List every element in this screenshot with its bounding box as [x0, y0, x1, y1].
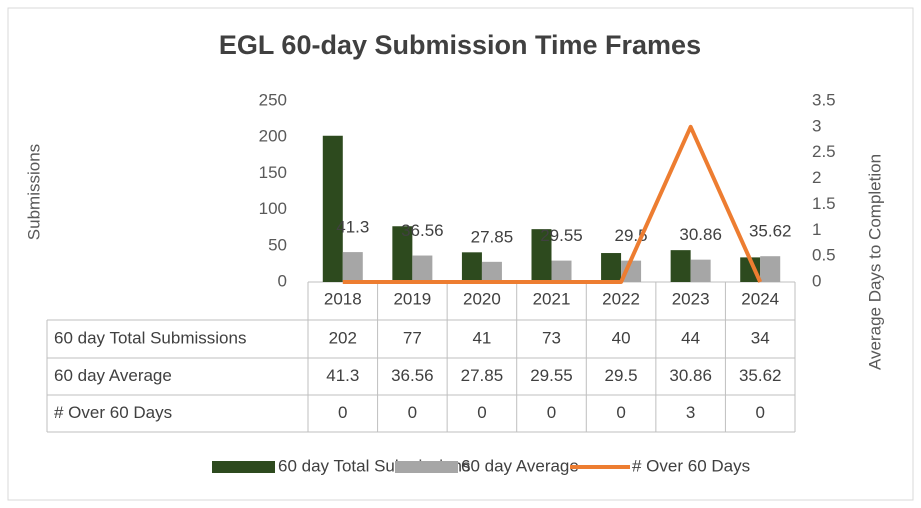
table-cell: 0 [338, 403, 347, 422]
table-cell: 44 [681, 328, 700, 347]
table-cell: 73 [542, 328, 561, 347]
table-cell: 0 [616, 403, 625, 422]
table-cell: 202 [329, 328, 357, 347]
table-cell: 29.55 [530, 366, 573, 385]
chart-title: EGL 60-day Submission Time Frames [219, 30, 701, 60]
table-cell: 34 [751, 328, 770, 347]
data-label: 35.62 [749, 222, 792, 241]
legend-label: 60 day Average [461, 456, 579, 475]
y-tick-label: 200 [259, 127, 287, 146]
table-cell: 0 [547, 403, 556, 422]
bar [760, 256, 781, 282]
y-axis-title: Submissions [24, 144, 43, 240]
y2-tick-label: 0.5 [812, 246, 836, 265]
data-label: 41.3 [336, 218, 369, 237]
bar [740, 257, 761, 282]
line [342, 124, 763, 284]
y-tick-label: 250 [259, 90, 287, 109]
y-tick-label: 0 [278, 271, 287, 290]
data-label: 30.86 [679, 225, 722, 244]
x-tick-label: 2020 [463, 289, 501, 308]
table-cell: 41 [472, 328, 491, 347]
x-tick-label: 2023 [672, 289, 710, 308]
y2-tick-label: 2.5 [812, 142, 836, 161]
bar [412, 255, 433, 282]
y2-tick-label: 3.5 [812, 90, 836, 109]
x-tick-label: 2018 [324, 289, 362, 308]
table-cell: 77 [403, 328, 422, 347]
y-tick-label: 150 [259, 163, 287, 182]
table-cell: 29.5 [605, 366, 638, 385]
y2-tick-label: 1 [812, 220, 821, 239]
y2-tick-label: 2 [812, 168, 821, 187]
table-cell: 27.85 [461, 366, 504, 385]
y-tick-label: 100 [259, 199, 287, 218]
table-row-label: 60 day Total Submissions [54, 328, 246, 347]
data-label: 29.55 [540, 226, 583, 245]
x-tick-label: 2021 [533, 289, 571, 308]
bar [551, 260, 572, 282]
table-cell: 40 [612, 328, 631, 347]
y2-axis-title: Average Days to Completion [865, 154, 884, 370]
bar [601, 253, 622, 282]
bar [322, 135, 343, 282]
x-tick-label: 2024 [741, 289, 779, 308]
legend-swatch [212, 461, 275, 473]
data-label: 27.85 [471, 227, 514, 246]
data-label: 36.56 [401, 221, 444, 240]
y2-tick-label: 0 [812, 271, 821, 290]
table-cell: 35.62 [739, 366, 782, 385]
table-cell: 0 [755, 403, 764, 422]
table-cell: 0 [477, 403, 486, 422]
x-tick-label: 2022 [602, 289, 640, 308]
bar [461, 252, 482, 282]
table-cell: 30.86 [669, 366, 712, 385]
y-tick-label: 50 [268, 235, 287, 254]
bar [481, 261, 502, 282]
y2-tick-label: 1.5 [812, 194, 836, 213]
table-cell: 36.56 [391, 366, 434, 385]
x-tick-label: 2019 [393, 289, 431, 308]
chart-border [7, 7, 914, 501]
bar [342, 252, 363, 282]
table-cell: 3 [686, 403, 695, 422]
y2-tick-label: 3 [812, 116, 821, 135]
bar [392, 226, 413, 282]
bar [531, 229, 552, 282]
bar [670, 250, 691, 282]
table-row-label: 60 day Average [54, 366, 172, 385]
legend-label: # Over 60 Days [632, 456, 750, 475]
table-row-label: # Over 60 Days [54, 403, 172, 422]
table-cell: 0 [408, 403, 417, 422]
legend-swatch [395, 461, 458, 473]
bar [690, 259, 711, 282]
table-cell: 41.3 [326, 366, 359, 385]
